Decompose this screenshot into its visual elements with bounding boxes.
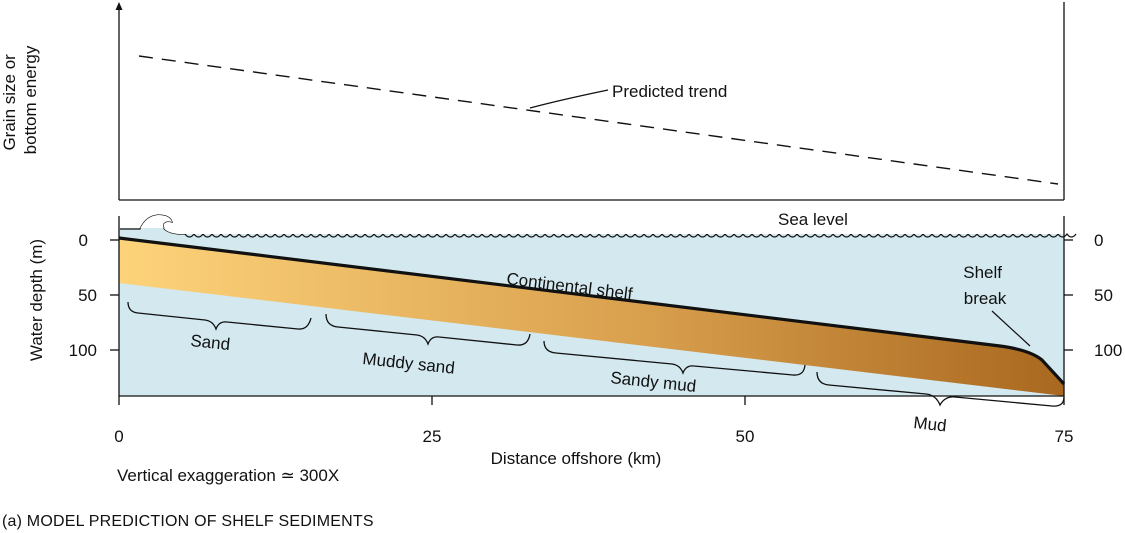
top-ylabel-line1: Grain size or <box>0 54 19 151</box>
sea-level-label: Sea level <box>778 210 848 229</box>
shelf-break-line2: break <box>964 289 1007 308</box>
mud-label: Mud <box>913 413 948 435</box>
breaking-wave-fill <box>140 215 185 234</box>
distance-tick-label-75: 75 <box>1055 427 1074 446</box>
depth-tick-label-0-right: 0 <box>1094 231 1103 250</box>
depth-tick-label-50-right: 50 <box>1094 286 1113 305</box>
sediment-wedge <box>119 238 1064 396</box>
depth-tick-label-100-left: 100 <box>69 341 97 360</box>
depth-tick-label-100-right: 100 <box>1094 341 1122 360</box>
muddy-sand-brace <box>325 313 531 346</box>
vertical-exaggeration-note: Vertical exaggeration ≃ 300X <box>117 466 339 485</box>
trend-leader-line <box>529 89 609 109</box>
water-depth-ylabel: Water depth (m) <box>27 239 46 361</box>
bottom-panel: 0 50 100 0 50 100 0 25 50 75 Sea level C… <box>27 210 1122 485</box>
sand-label: Sand <box>190 331 231 354</box>
distance-tick-label-0: 0 <box>114 427 123 446</box>
top-ylabel: Grain size or bottom energy <box>0 45 40 154</box>
top-panel: Predicted trend Grain size or bottom ene… <box>0 2 1065 201</box>
mud-brace <box>816 371 1065 407</box>
y-axis-arrow-icon <box>115 2 123 10</box>
depth-tick-label-50-left: 50 <box>78 286 97 305</box>
depth-tick-label-0-left: 0 <box>79 231 88 250</box>
sea-surface-waves <box>184 233 1077 238</box>
shelf-break-leader <box>991 310 1031 347</box>
figure-caption: (a) MODEL PREDICTION OF SHELF SEDIMENTS <box>2 513 374 530</box>
distance-xlabel: Distance offshore (km) <box>491 449 662 468</box>
sandy-mud-brace <box>543 340 806 376</box>
trend-label: Predicted trend <box>612 82 727 101</box>
sand-brace <box>127 301 312 331</box>
predicted-trend-line <box>138 55 1059 185</box>
distance-tick-label-25: 25 <box>423 427 442 446</box>
distance-tick-label-50: 50 <box>736 427 755 446</box>
air-above-sea <box>185 228 1064 234</box>
shelf-break-label: Shelf break <box>963 263 1007 308</box>
continental-shelf-line <box>118 236 1066 386</box>
shelf-break-line1: Shelf <box>963 263 1002 282</box>
top-ylabel-line2: bottom energy <box>21 45 40 154</box>
